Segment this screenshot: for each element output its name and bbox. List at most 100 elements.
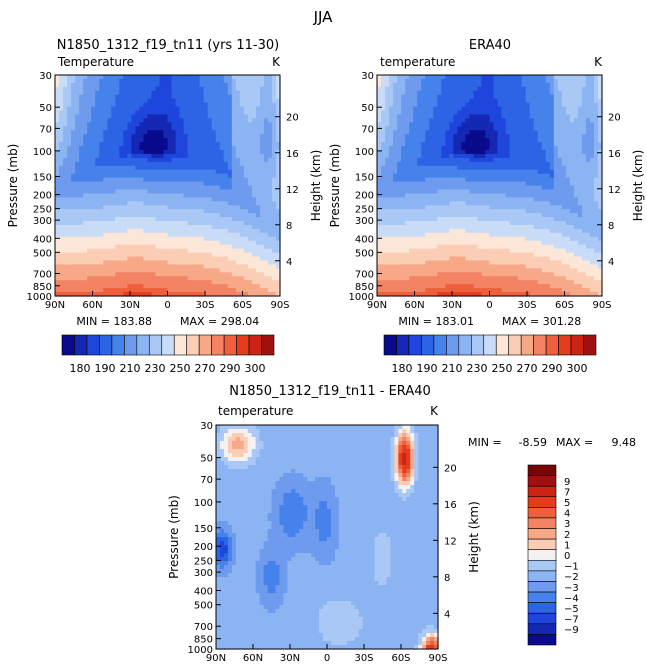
colorbar-swatch <box>527 528 557 540</box>
y-tick-label: 70 <box>361 124 374 135</box>
panel-model-units: K <box>272 55 281 69</box>
colorbar-swatch <box>527 570 557 582</box>
colorbar-swatch <box>570 334 584 356</box>
colorbar-swatch <box>527 485 557 498</box>
colorbar-swatch <box>527 581 557 593</box>
colorbar-swatch <box>527 602 557 614</box>
height-tick-label: 20 <box>286 113 299 124</box>
colorbar-swatch <box>211 334 225 356</box>
colorbar-swatch <box>433 334 447 356</box>
colorbar-swatch <box>161 334 175 356</box>
y-axis-label: Pressure (mb) <box>6 144 20 228</box>
colorbar-swatch <box>261 334 275 356</box>
height-tick-label: 20 <box>608 113 621 124</box>
colorbar-swatch <box>383 334 397 356</box>
colorbar-label: 250 <box>492 362 513 375</box>
colorbar-label: 270 <box>517 362 538 375</box>
right-axis-label: Height (km) <box>631 150 645 221</box>
colorbar-label: 290 <box>542 362 563 375</box>
colorbar-swatch <box>408 334 422 356</box>
panel-diff-min-value: -8.59 <box>519 436 547 449</box>
y-tick-label: 850 <box>355 282 374 293</box>
colorbar-swatch <box>545 334 559 356</box>
y-tick-label: 250 <box>194 556 213 567</box>
colorbar-swatch <box>446 334 460 356</box>
panel-model-max: MAX = 298.04 <box>180 315 259 328</box>
colorbar-swatch <box>148 334 163 356</box>
colorbar-swatch <box>470 334 485 356</box>
y-tick-label: 250 <box>355 205 374 216</box>
panel-model-title: N1850_1312_f19_tn11 (yrs 11-30) <box>57 38 279 53</box>
y-tick-label: 500 <box>194 601 213 612</box>
panel-model-variable: Temperature <box>57 55 134 69</box>
colorbar-label: 230 <box>467 362 488 375</box>
colorbar-swatch <box>223 334 237 356</box>
height-tick-label: 20 <box>444 463 457 474</box>
height-tick-label: 8 <box>608 221 614 232</box>
colorbar-label: −4 <box>564 593 579 604</box>
colorbar-swatch <box>527 538 557 551</box>
y-tick-label: 500 <box>33 248 52 259</box>
colorbar-swatch <box>99 334 113 356</box>
colorbar-label: −7 <box>564 615 579 626</box>
height-tick-label: 16 <box>608 149 621 160</box>
y-tick-label: 300 <box>355 216 374 227</box>
y-tick-label: 100 <box>355 147 374 158</box>
y-tick-label: 700 <box>33 270 52 281</box>
y-tick-label: 30 <box>200 421 213 432</box>
colorbar-swatch <box>527 634 557 646</box>
x-tick-label: 60S <box>555 300 574 311</box>
colorbar-swatch <box>527 517 557 529</box>
panel-model-min: MIN = 183.88 <box>76 315 152 328</box>
y-tick-label: 70 <box>200 475 213 486</box>
colorbar-swatch <box>458 334 472 356</box>
x-tick-label: 90N <box>45 300 65 311</box>
height-tick-label: 12 <box>444 536 457 547</box>
colorbar-label: 9 <box>564 477 570 488</box>
colorbar-label: 300 <box>567 362 588 375</box>
colorbar-swatch <box>74 334 88 356</box>
x-tick-label: 30S <box>517 300 536 311</box>
y-tick-label: 50 <box>361 103 374 114</box>
panel-era40-variable: temperature <box>380 55 455 69</box>
figure-title: JJA <box>313 8 334 26</box>
x-tick-label: 30S <box>195 300 214 311</box>
y-tick-label: 100 <box>194 498 213 509</box>
y-tick-label: 30 <box>39 71 52 82</box>
colorbar-swatch <box>198 334 212 356</box>
y-tick-label: 50 <box>200 454 213 465</box>
colorbar-label: 300 <box>245 362 266 375</box>
colorbar-swatch <box>173 334 188 356</box>
colorbar-absolute: 180 190 210 230 250 270 290 300 180 190 210 230 250 2… <box>61 334 597 375</box>
panel-era40-max: MAX = 301.28 <box>502 315 581 328</box>
contour-field <box>216 425 439 650</box>
y-tick-label: 850 <box>33 282 52 293</box>
x-tick-label: 0 <box>324 653 330 664</box>
colorbar-label: 2 <box>564 530 570 541</box>
y-tick-label: 150 <box>33 172 52 183</box>
y-tick-label: 200 <box>355 191 374 202</box>
panel-era40-title: ERA40 <box>469 38 511 53</box>
colorbar-swatch <box>124 334 138 356</box>
x-tick-label: 60S <box>233 300 252 311</box>
y-tick-label: 1000 <box>349 292 374 303</box>
colorbar-swatch <box>86 334 100 356</box>
colorbar-label: 250 <box>170 362 191 375</box>
colorbar-swatch <box>495 334 510 356</box>
colorbar-label: 180 <box>392 362 413 375</box>
x-tick-label: 60N <box>404 300 424 311</box>
colorbar-swatch <box>236 334 250 356</box>
contour-field <box>55 75 281 297</box>
panel-diff-min-label: MIN = <box>468 436 502 449</box>
panel-diff-variable: temperature <box>218 404 293 418</box>
height-tick-label: 12 <box>608 185 621 196</box>
colorbar-label: 4 <box>564 509 570 520</box>
y-tick-label: 300 <box>33 216 52 227</box>
y-tick-label: 150 <box>355 172 374 183</box>
panel-model-plot: 305070100150200250300400500700850100090N… <box>6 71 323 311</box>
x-tick-label: 0 <box>486 300 492 311</box>
panel-era40-plot: 305070100150200250300400500700850100090N… <box>328 71 645 311</box>
x-tick-label: 60S <box>391 653 410 664</box>
